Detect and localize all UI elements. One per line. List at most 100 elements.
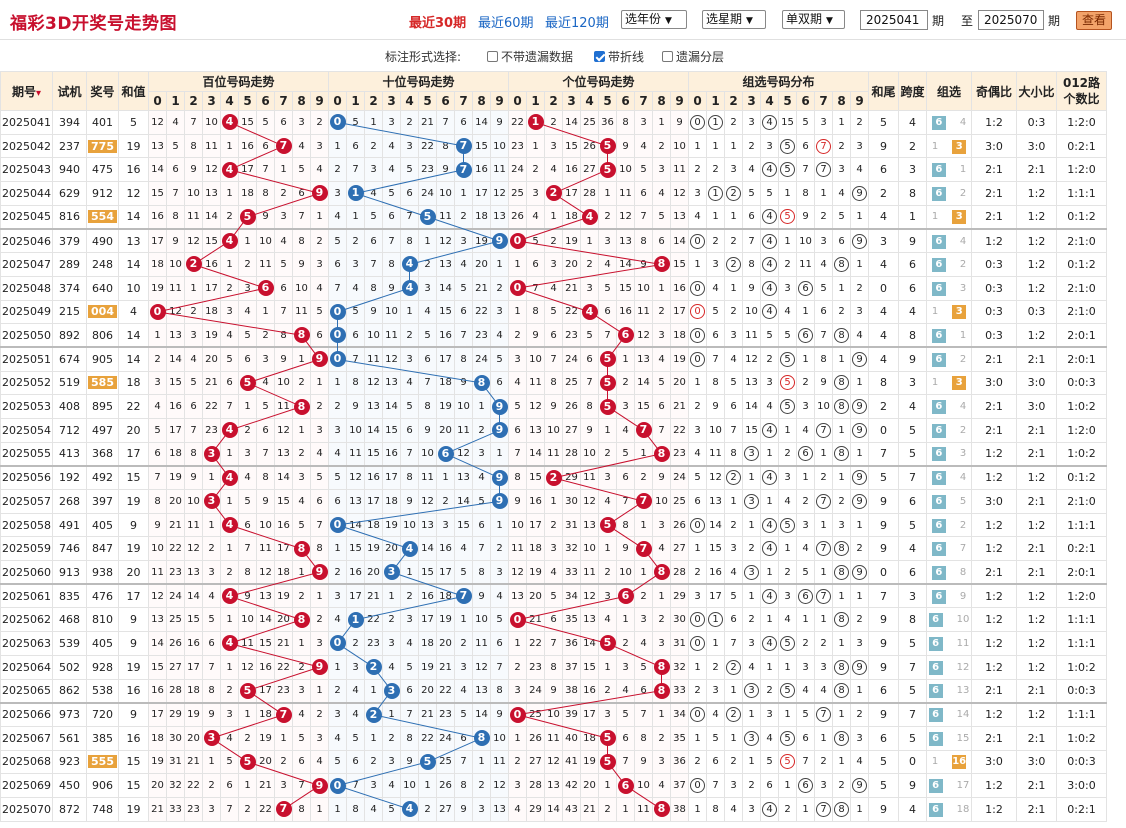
cell-trend: 13 xyxy=(166,323,185,348)
cell-trend: 1 xyxy=(400,299,419,325)
cell-sum: 16 xyxy=(118,725,149,751)
to-label: 至 xyxy=(961,14,974,28)
cell-012: 1:1:1 xyxy=(1056,631,1107,656)
cell-trend: 6 xyxy=(796,583,815,609)
cell-trend: 17 xyxy=(436,560,455,585)
cell-trend: 6 xyxy=(796,725,815,751)
cell-trend: 13 xyxy=(634,346,653,372)
cell-trend: 3 xyxy=(472,796,491,822)
cell-trend: 7 xyxy=(814,133,833,159)
cell-trend: 9 xyxy=(310,654,329,680)
cell-trend: 5 xyxy=(598,725,617,751)
cell-trend: 6 xyxy=(616,725,635,751)
cell-trend: 5 xyxy=(778,749,797,775)
cell-trend: 26 xyxy=(508,204,527,230)
checkbox-icon[interactable] xyxy=(662,51,673,62)
cell-trend: 11 xyxy=(670,157,689,183)
cell-trend: 1 xyxy=(616,346,635,372)
option-no-missing[interactable]: 不带遗漏数据 xyxy=(487,48,573,65)
hit-ball: 9 xyxy=(311,351,328,368)
cell-trend: 4 xyxy=(760,464,779,490)
week-select[interactable]: 选星期 ▼ xyxy=(702,10,766,29)
hit-ball: 3 xyxy=(203,730,220,747)
cell-trend: 19 xyxy=(256,725,275,751)
cell-test: 215 xyxy=(52,299,87,325)
cell-trend: 10 xyxy=(742,299,761,325)
cell-trend: 7 xyxy=(814,583,833,609)
group6-badge: 6 xyxy=(931,542,946,557)
cell-trend: 3 xyxy=(382,631,401,656)
cell-sum: 15 xyxy=(118,464,149,490)
cell-trend: 9 xyxy=(490,417,509,443)
cell-issue: 2025051 xyxy=(0,346,53,372)
cell-issue: 2025045 xyxy=(0,204,53,230)
cell-trend: 18 xyxy=(382,489,401,514)
checkbox-checked-icon[interactable] xyxy=(594,51,605,62)
parity-select[interactable]: 单双期 ▼ xyxy=(782,10,845,29)
cell-trend: 34 xyxy=(562,583,581,609)
cell-trend: 6 xyxy=(652,227,671,254)
group-digit-ring: 2 xyxy=(726,707,741,723)
cell-trend: 16 xyxy=(436,323,455,348)
cell-trend: 2 xyxy=(328,157,347,183)
header-digit: 3 xyxy=(742,91,761,111)
cell-trend: 18 xyxy=(526,536,545,562)
cell-trend: 9 xyxy=(580,417,599,443)
cell-trend: 14 xyxy=(274,464,293,490)
link-recent-120[interactable]: 最近120期 xyxy=(545,16,609,31)
cell-trend: 9 xyxy=(850,773,869,798)
cell-trend: 1 xyxy=(706,133,725,159)
option-layered[interactable]: 遗漏分层 xyxy=(662,48,724,65)
cell-trend: 7 xyxy=(328,275,347,301)
to-issue-input[interactable]: 2025070 xyxy=(978,10,1044,30)
cell-trend: 0 xyxy=(688,110,707,135)
cell-trend: 6 xyxy=(292,749,311,775)
cell-trend: 2 xyxy=(778,560,797,585)
group-digit-ring: 4 xyxy=(762,801,777,817)
cell-trend: 3 xyxy=(742,441,761,467)
hit-ball: 0 xyxy=(329,303,346,320)
cell-trend: 35 xyxy=(562,607,581,633)
cell-trend: 2 xyxy=(274,749,293,775)
cell-trend: 7 xyxy=(202,654,221,680)
cell-trend: 9 xyxy=(382,275,401,301)
cell-group-type: 6 13 xyxy=(926,678,972,704)
cell-trend: 6 xyxy=(454,725,473,751)
cell-trend: 2 xyxy=(400,110,419,135)
cell-trend: 8 xyxy=(202,678,221,704)
option-with-lines[interactable]: 带折线 xyxy=(594,48,644,65)
checkbox-icon[interactable] xyxy=(487,51,498,62)
cell-trend: 8 xyxy=(292,796,311,822)
cell-trend: 2 xyxy=(184,299,203,325)
year-select[interactable]: 选年份 ▼ xyxy=(621,10,687,29)
cell-trend: 6 xyxy=(796,133,815,159)
cell-odd-even: 1:2 xyxy=(971,110,1017,135)
cell-trend: 16 xyxy=(382,441,401,467)
cell-span: 7 xyxy=(898,654,927,680)
group6-badge: 6 xyxy=(931,186,946,201)
from-issue-input[interactable]: 2025041 xyxy=(860,10,928,30)
group6-missing: 1 xyxy=(931,756,939,768)
cell-trend: 1 xyxy=(814,607,833,633)
cell-trend: 4 xyxy=(850,157,869,183)
cell-trend: 1 xyxy=(688,370,707,396)
cell-trend: 1 xyxy=(328,654,347,680)
cell-trend: 13 xyxy=(580,607,599,633)
cell-trend: 5 xyxy=(778,725,797,751)
header-issue[interactable]: 期号▾ xyxy=(0,71,53,111)
cell-trend: 12 xyxy=(580,583,599,609)
cell-trend: 2 xyxy=(832,773,851,798)
link-recent-30[interactable]: 最近30期 xyxy=(409,16,467,31)
cell-trend: 4 xyxy=(310,749,329,775)
cell-trend: 27 xyxy=(436,796,455,822)
header-digit: 1 xyxy=(166,91,185,111)
query-button[interactable]: 查看 xyxy=(1076,11,1113,30)
cell-trend: 2 xyxy=(508,749,527,775)
group-digit-ring: 4 xyxy=(762,304,777,320)
cell-sum: 14 xyxy=(118,346,149,372)
cell-trend: 36 xyxy=(670,749,689,775)
cell-issue: 2025068 xyxy=(0,749,53,775)
link-recent-60[interactable]: 最近60期 xyxy=(478,16,534,31)
cell-trend: 14 xyxy=(526,441,545,467)
sort-arrow-icon[interactable]: ▾ xyxy=(35,87,42,99)
